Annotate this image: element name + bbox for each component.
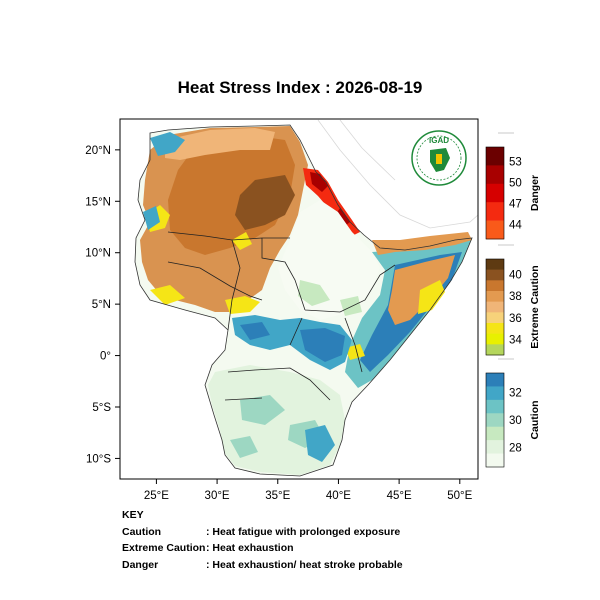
- colorbar-title: Caution: [529, 400, 541, 439]
- colorbar-swatch: [486, 440, 504, 454]
- colorbar-label: 28: [509, 443, 522, 455]
- tanzania-green-patches: [230, 395, 325, 458]
- sudan-darkest-core: [235, 175, 295, 230]
- colorbar-swatch: [486, 147, 504, 166]
- arabian-peninsula-outline: [317, 119, 478, 229]
- map-title: Heat Stress Index : 2026-08-19: [177, 78, 423, 97]
- colorbar-label: 50: [509, 178, 522, 190]
- colorbar-title: Extreme Caution: [529, 265, 541, 348]
- colorbar-swatch: [486, 165, 504, 185]
- colorbar-swatch: [486, 333, 504, 345]
- tanzania-blue-patch: [305, 425, 335, 462]
- colorbar-swatch: [486, 301, 504, 313]
- colorbar-label: 40: [509, 269, 522, 281]
- key-description: : Heat fatigue with prolonged exposure: [206, 525, 401, 538]
- key-row-danger: Danger : Heat exhaustion/ heat stroke pr…: [122, 557, 403, 574]
- y-tick-label: 20°N: [85, 145, 111, 157]
- x-axis: 25°E 30°E 35°E 40°E 45°E 50°E: [144, 479, 473, 502]
- x-tick-label: 45°E: [387, 490, 412, 502]
- colorbar-swatch: [486, 291, 504, 302]
- colorbar-swatch: [486, 280, 504, 292]
- colorbar-swatch: [486, 269, 504, 281]
- colorbar-swatch: [486, 202, 504, 221]
- y-tick-label: 5°S: [92, 402, 111, 414]
- y-tick-label: 10°N: [85, 248, 111, 260]
- key-description: : Heat exhaustion: [206, 542, 294, 554]
- sudan-west-blue-patch: [143, 132, 185, 230]
- red-sea-coast-danger-dark: [310, 172, 350, 226]
- logo-text: IGAD: [429, 136, 449, 145]
- legend-key: KEY Caution : Heat fatigue with prolonge…: [122, 507, 403, 573]
- colorbar-label: 47: [509, 198, 522, 210]
- colorbar-caution: 32 30 28 Caution: [485, 358, 541, 468]
- colorbar-outline: [485, 146, 505, 240]
- y-tick-label: 10°S: [86, 453, 111, 465]
- colorbar-label: 38: [509, 291, 522, 303]
- x-tick-label: 50°E: [447, 490, 472, 502]
- x-tick-label: 35°E: [265, 490, 290, 502]
- y-axis: 20°N 15°N 10°N 5°N 0° 5°S 10°S: [85, 145, 120, 465]
- colorbar-danger: 53 50 47 44 Danger: [485, 132, 541, 240]
- y-tick-label: 15°N: [85, 196, 111, 208]
- colorbar-swatch: [486, 373, 504, 387]
- key-row-extreme-caution: Extreme Caution : Heat exhaustion: [122, 540, 403, 557]
- key-term: Extreme Caution: [122, 542, 206, 554]
- igad-logo: IGAD: [411, 130, 467, 186]
- colorbar-swatch: [486, 399, 504, 414]
- colorbar-swatch: [486, 259, 504, 270]
- colorbar-swatch: [486, 344, 504, 356]
- x-tick-label: 25°E: [144, 490, 169, 502]
- y-tick-label: 0°: [100, 351, 111, 363]
- horn-yellow-patch: [345, 280, 445, 360]
- colorbar-swatch: [486, 453, 504, 468]
- key-heading: KEY: [122, 509, 144, 521]
- y-tick-label: 5°N: [92, 299, 111, 311]
- colorbar-label: 44: [509, 219, 522, 231]
- colorbar-swatch: [486, 183, 504, 203]
- colorbar-label: 32: [509, 387, 522, 399]
- x-tick-label: 30°E: [205, 490, 230, 502]
- coastline: [134, 124, 473, 477]
- colorbar-label: 36: [509, 313, 522, 325]
- x-tick-label: 40°E: [326, 490, 351, 502]
- colorbar-swatch: [486, 323, 504, 334]
- colorbar-label: 30: [509, 415, 522, 427]
- colorbar-label: 34: [509, 335, 522, 347]
- key-row-caution: Caution : Heat fatigue with prolonged ex…: [122, 524, 403, 541]
- colorbar-extreme-caution: 40 38 36 34 Extreme Caution: [485, 244, 541, 356]
- colorbar-title: Danger: [529, 175, 541, 211]
- colorbar-label: 53: [509, 157, 522, 169]
- colorbar-swatch: [486, 386, 504, 401]
- sudan-lighter-north: [165, 128, 275, 160]
- colorbar-outline: [485, 372, 505, 468]
- key-description: : Heat exhaustion/ heat stroke probable: [206, 558, 403, 571]
- country-borders: [167, 231, 396, 401]
- colorbar-swatch: [486, 312, 504, 324]
- key-term: Caution: [122, 525, 162, 538]
- ethiopia-green-patches: [298, 280, 362, 316]
- map-plot-area: [134, 119, 478, 477]
- colorbar-swatch: [486, 413, 504, 428]
- colorbar-swatch: [486, 426, 504, 441]
- central-dark-blue: [240, 322, 345, 362]
- map-frame-border: [119, 118, 479, 480]
- colorbar-swatch: [486, 220, 504, 240]
- colorbar-outline: [485, 258, 505, 356]
- key-term: Danger: [122, 558, 159, 571]
